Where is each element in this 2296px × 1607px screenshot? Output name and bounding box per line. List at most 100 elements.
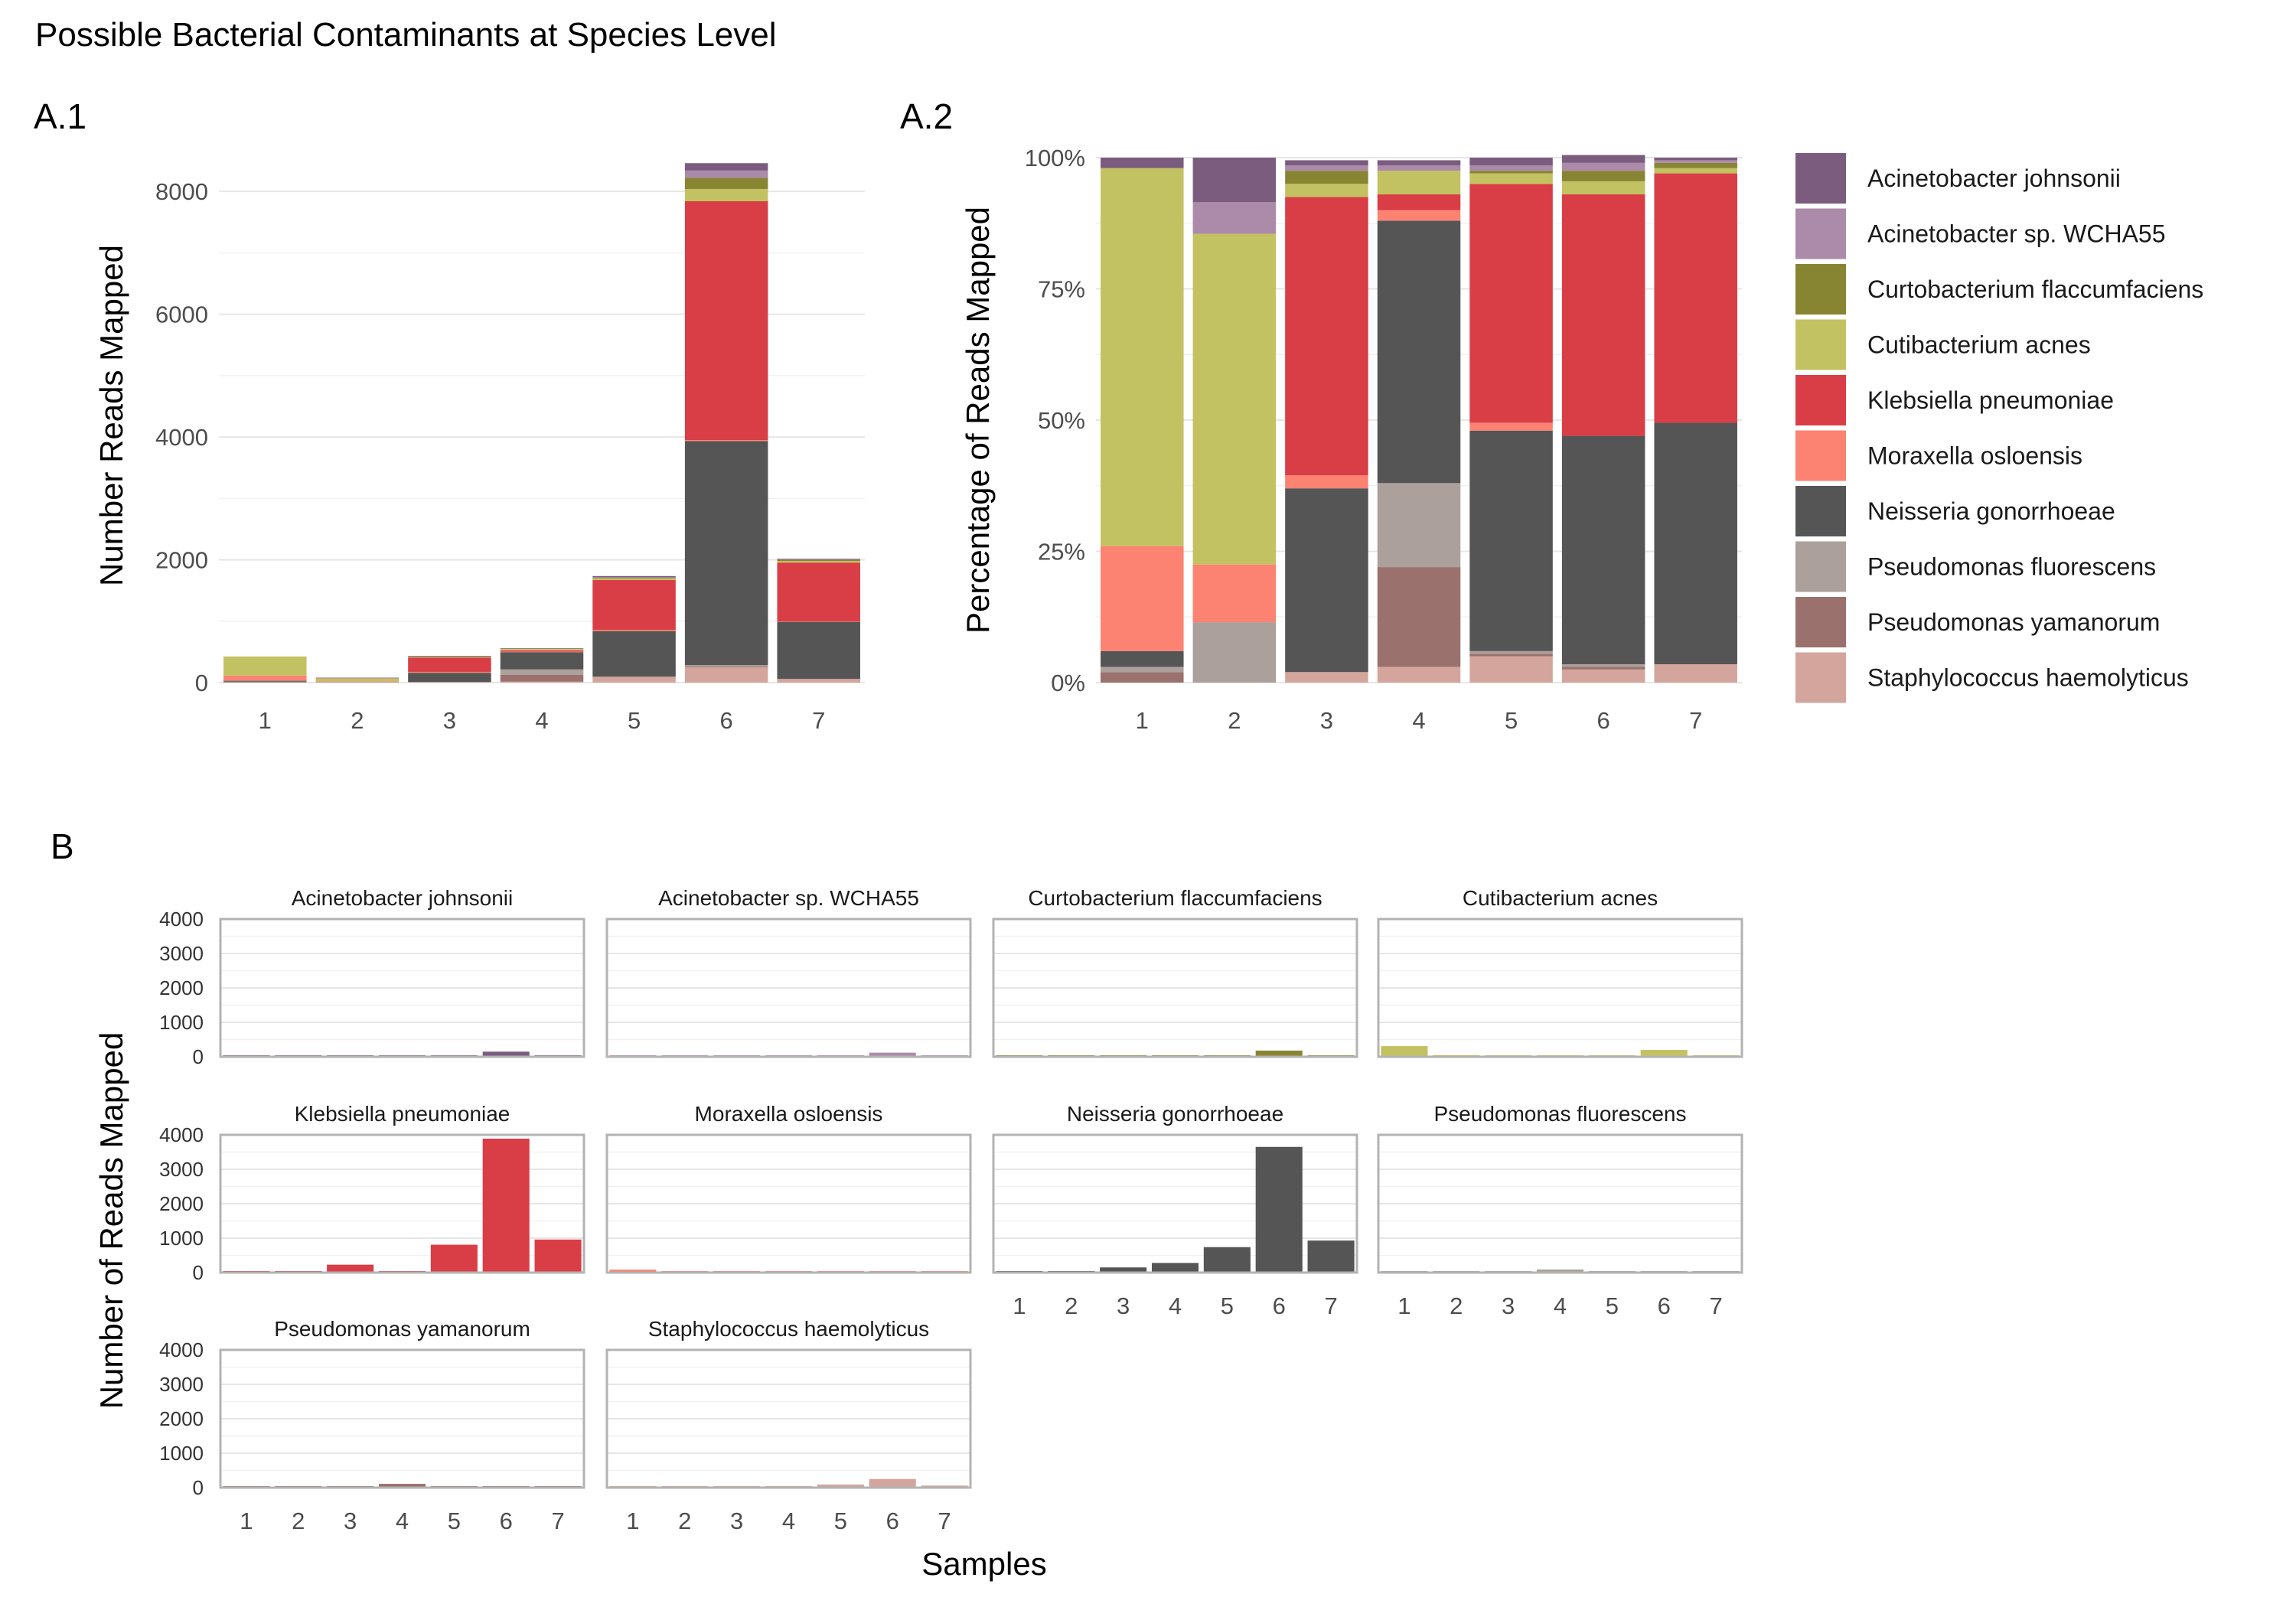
bar-segment bbox=[1561, 155, 1645, 163]
y-tick-label: 1000 bbox=[159, 1011, 204, 1034]
x-tick-label: 5 bbox=[628, 707, 641, 734]
x-tick-label: 3 bbox=[443, 707, 456, 734]
bar-segment bbox=[315, 678, 400, 682]
bar-segment bbox=[1469, 422, 1553, 431]
bar-segment bbox=[592, 580, 676, 631]
x-tick-label: 1 bbox=[1136, 707, 1149, 734]
bar-segment bbox=[223, 656, 307, 676]
x-tick-label: 6 bbox=[1273, 1292, 1286, 1319]
x-tick-label: 2 bbox=[292, 1508, 305, 1534]
bar bbox=[1203, 1247, 1251, 1273]
y-tick-label: 8000 bbox=[155, 178, 208, 205]
bar-segment bbox=[684, 170, 768, 178]
x-tick-label: 6 bbox=[1658, 1292, 1671, 1319]
bar-segment bbox=[684, 440, 768, 442]
y-tick-label: 0 bbox=[193, 1045, 204, 1068]
bar-segment bbox=[408, 656, 491, 657]
facet-frame bbox=[219, 1133, 585, 1274]
y-tick-label: 3000 bbox=[159, 1373, 204, 1396]
legend-label: Pseudomonas yamanorum bbox=[1867, 608, 2160, 636]
facet-frame bbox=[605, 918, 972, 1058]
bar-segment bbox=[500, 648, 584, 649]
x-tick-label: 7 bbox=[551, 1508, 564, 1534]
x-tick-label: 3 bbox=[1502, 1292, 1515, 1319]
legend-swatch bbox=[1795, 153, 1846, 204]
bar-segment bbox=[1561, 667, 1645, 670]
x-tick-label: 6 bbox=[500, 1508, 513, 1534]
facet-panel: Pseudomonas fluorescens 1 2 3 4 5 6 7 bbox=[1377, 1102, 1743, 1319]
bar bbox=[482, 1138, 530, 1273]
legend: Acinetobacter johnsonii Acinetobacter sp.… bbox=[1795, 153, 2203, 703]
bar-segment bbox=[1285, 672, 1368, 683]
y-tick-label: 0 bbox=[195, 670, 208, 696]
bar-segment bbox=[1285, 488, 1368, 673]
facet-panel: Klebsiella pneumoniae 0 1000 2000 3000 4000 bbox=[159, 1102, 585, 1284]
x-tick-label: 6 bbox=[1597, 707, 1610, 734]
bar-segment bbox=[500, 669, 584, 675]
x-tick-label: 4 bbox=[1169, 1292, 1182, 1319]
y-tick-label: 2000 bbox=[159, 976, 204, 999]
y-tick-label: 100% bbox=[1025, 145, 1085, 171]
bar-segment bbox=[500, 674, 584, 682]
bar-segment bbox=[684, 188, 768, 201]
facet-title: Staphylococcus haemolyticus bbox=[648, 1317, 929, 1341]
facet-panel: Pseudomonas yamanorum 0 1000 2000 3000 4000 1 2… bbox=[159, 1317, 585, 1534]
bar-segment bbox=[592, 630, 676, 631]
facet-title: Pseudomonas fluorescens bbox=[1434, 1102, 1687, 1126]
y-axis-title: Percentage of Reads Mapped bbox=[960, 207, 996, 634]
legend-label: Moraxella osloensis bbox=[1867, 442, 2082, 470]
panel-tag: A.1 bbox=[34, 96, 86, 136]
bar-segment bbox=[500, 651, 584, 653]
legend-label: Pseudomonas fluorescens bbox=[1867, 553, 2156, 581]
x-tick-label: 4 bbox=[396, 1508, 409, 1534]
x-tick-label: 6 bbox=[886, 1508, 899, 1534]
bar-segment bbox=[1469, 650, 1553, 654]
y-tick-label: 2000 bbox=[159, 1407, 204, 1430]
bar-segment bbox=[1561, 162, 1645, 171]
facet-frame bbox=[219, 918, 585, 1058]
x-tick-label: 2 bbox=[1228, 707, 1241, 734]
bar-segment bbox=[1377, 171, 1461, 195]
x-tick-label: 1 bbox=[259, 707, 272, 734]
x-tick-label: 5 bbox=[1505, 707, 1518, 734]
bar-segment bbox=[1377, 220, 1461, 484]
y-tick-label: 0% bbox=[1051, 670, 1085, 696]
facet-title: Klebsiella pneumoniae bbox=[295, 1102, 510, 1126]
bar-segment bbox=[1469, 171, 1553, 174]
bar-segment bbox=[1469, 165, 1553, 171]
bar-segment bbox=[592, 631, 676, 676]
bar-segment bbox=[592, 577, 676, 579]
facet-frame bbox=[1377, 1133, 1743, 1274]
bar-segment bbox=[1101, 672, 1184, 683]
bar-segment bbox=[777, 559, 860, 560]
y-tick-label: 0 bbox=[193, 1476, 204, 1499]
x-tick-label: 1 bbox=[1013, 1292, 1026, 1319]
bar-segment bbox=[1285, 197, 1368, 476]
facet-frame bbox=[219, 1348, 585, 1489]
facet-title: Neisseria gonorrhoeae bbox=[1067, 1102, 1283, 1126]
bar-segment bbox=[684, 163, 768, 171]
bar bbox=[869, 1478, 916, 1488]
bar bbox=[609, 1270, 657, 1273]
legend-swatch bbox=[1795, 430, 1846, 481]
bar-segment bbox=[315, 681, 400, 683]
legend-label: Curtobacterium flaccumfaciens bbox=[1867, 275, 2203, 303]
bar-segment bbox=[1192, 564, 1277, 623]
bar bbox=[869, 1052, 916, 1057]
x-tick-label: 5 bbox=[1606, 1292, 1619, 1319]
bar-segment bbox=[500, 681, 584, 683]
x-tick-label: 1 bbox=[240, 1508, 253, 1534]
bar-segment bbox=[777, 621, 860, 680]
facet-frame bbox=[992, 918, 1358, 1058]
facet-title: Acinetobacter johnsonii bbox=[292, 886, 514, 910]
facet-title: Acinetobacter sp. WCHA55 bbox=[658, 886, 919, 910]
bar bbox=[1307, 1240, 1355, 1273]
legend-label: Cutibacterium acnes bbox=[1867, 331, 2091, 359]
bar-segment bbox=[1192, 622, 1277, 683]
facet-panel: Moraxella osloensis bbox=[605, 1102, 972, 1274]
x-tick-label: 2 bbox=[1065, 1292, 1078, 1319]
y-tick-label: 6000 bbox=[155, 302, 208, 328]
bar bbox=[1536, 1269, 1584, 1273]
bar bbox=[817, 1484, 864, 1488]
